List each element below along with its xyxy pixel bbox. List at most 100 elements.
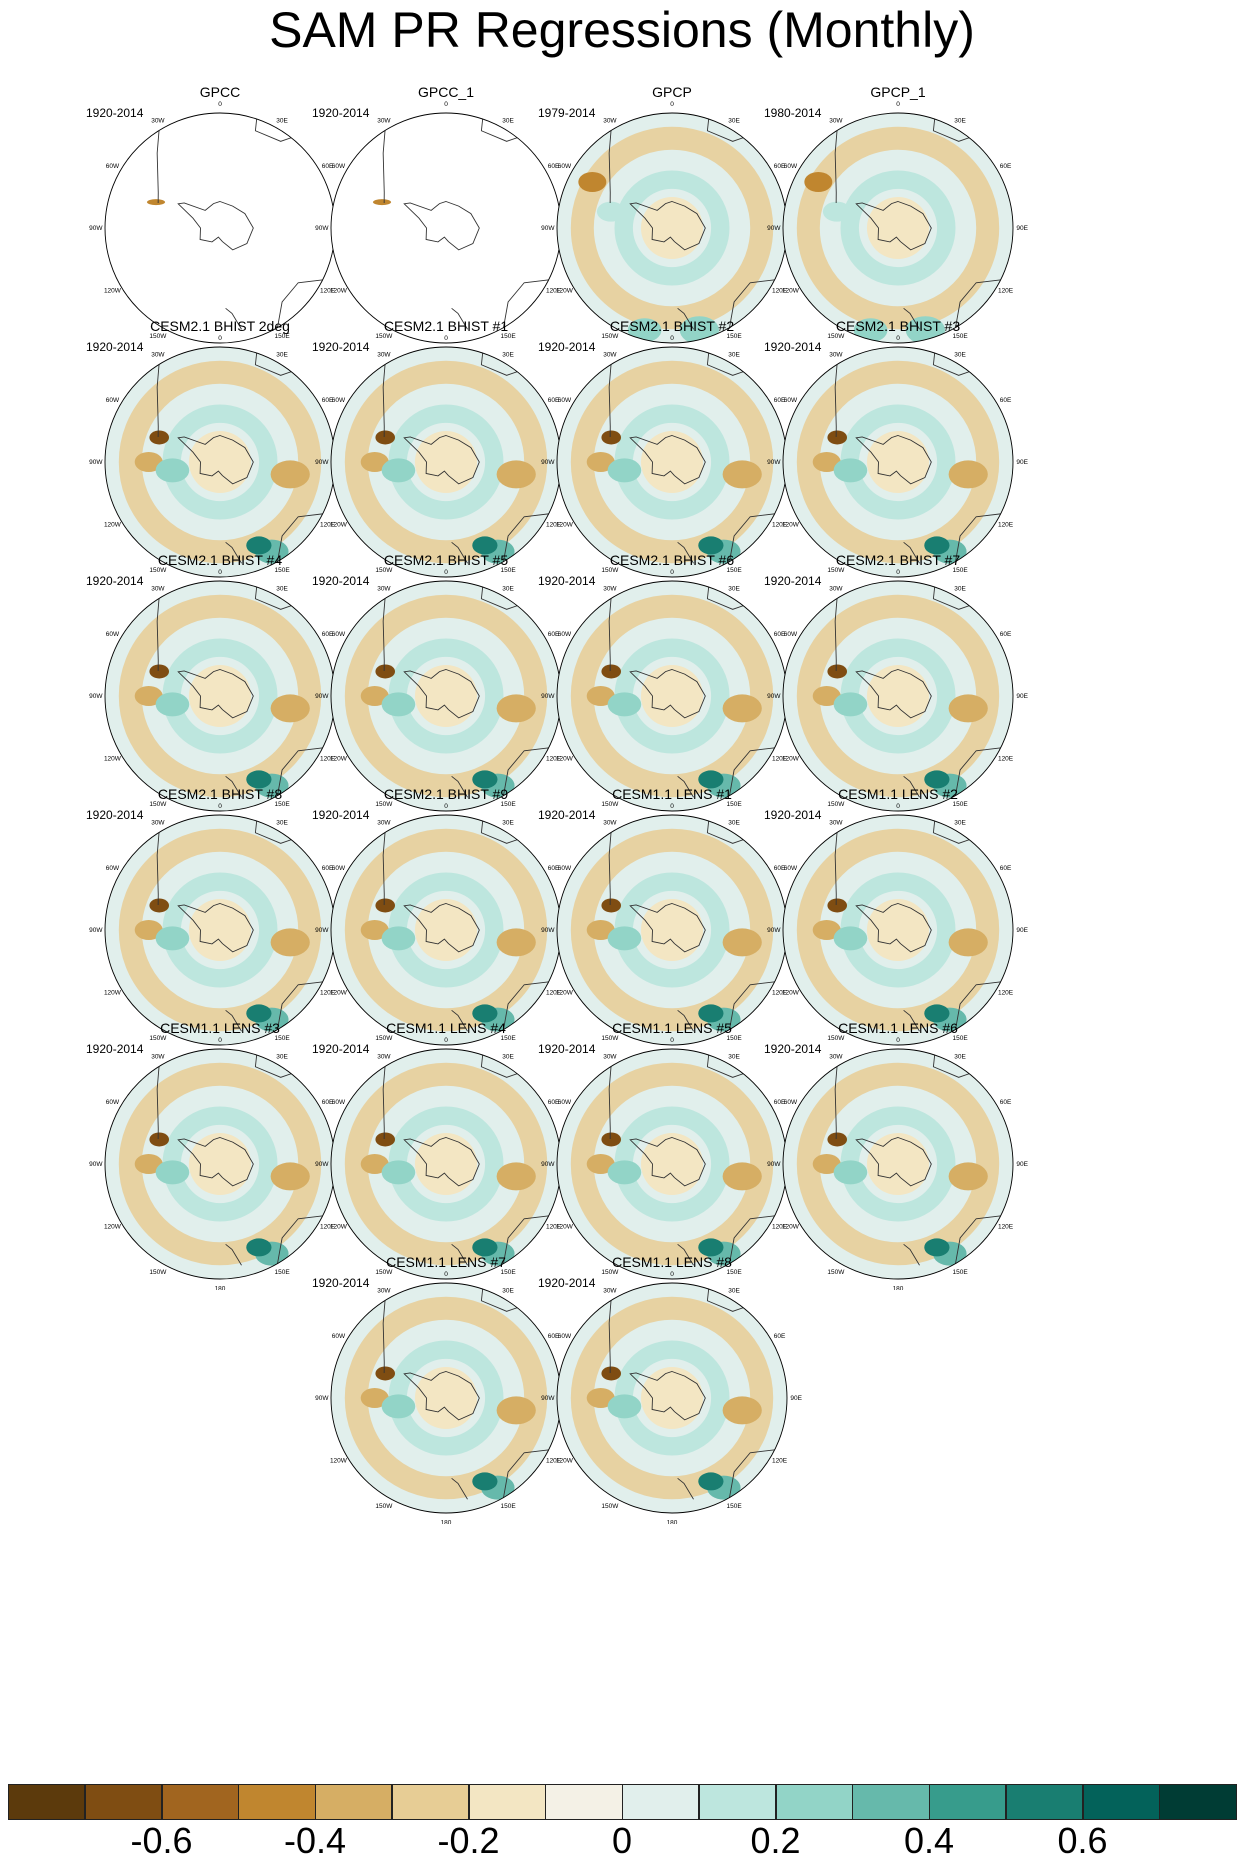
map-panel: CESM1.1 LENS #51920-2014030E60E90E120E15… [538, 1020, 806, 1290]
regression-anomaly [698, 1472, 724, 1491]
regression-anomaly [812, 452, 841, 472]
map-panel: CESM2.1 BHIST #61920-2014030E60E90E120E1… [538, 552, 806, 822]
regression-anomaly [698, 536, 724, 555]
australia-coastline [729, 1214, 782, 1264]
longitude-label: 120W [782, 755, 800, 762]
regression-anomaly [853, 318, 888, 343]
regression-core [640, 1366, 704, 1430]
regression-anomaly [722, 928, 762, 957]
africa-coastline [932, 581, 976, 610]
australia-coastline [503, 1214, 556, 1264]
regression-ring-dry [344, 1296, 548, 1500]
longitude-label: 0 [218, 1037, 222, 1044]
regression-anomaly [373, 199, 392, 206]
longitude-label: 150E [501, 801, 517, 808]
longitude-label: 0 [444, 101, 448, 108]
longitude-label: 120W [556, 1223, 574, 1230]
longitude-label: 150W [375, 567, 393, 574]
longitude-label: 120E [546, 521, 562, 528]
regression-anomaly [827, 664, 848, 679]
colorbar-segment [775, 1784, 853, 1820]
longitude-label: 120E [772, 755, 788, 762]
regression-anomaly [924, 1238, 950, 1257]
regression-anomaly [722, 460, 762, 489]
regression-anomaly [601, 1366, 622, 1381]
panel-title: CESM1.1 LENS #7 [386, 1254, 506, 1270]
regression-anomaly [722, 1162, 762, 1191]
longitude-label: 150E [501, 1269, 517, 1276]
south-america-coastline [156, 825, 161, 906]
panel-title: CESM1.1 LENS #1 [612, 786, 732, 802]
regression-core [866, 430, 930, 494]
longitude-label: 60E [1000, 865, 1012, 872]
new-zealand-coastline [677, 1009, 694, 1032]
regression-anomaly [627, 318, 662, 343]
longitude-label: 150E [275, 801, 291, 808]
regression-anomaly [924, 770, 950, 789]
africa-coastline [706, 113, 750, 142]
longitude-label: 60E [1000, 397, 1012, 404]
longitude-label: 120W [556, 1457, 574, 1464]
longitude-label: 0 [218, 101, 222, 108]
regression-core [188, 1132, 252, 1196]
longitude-label: 120E [772, 287, 788, 294]
longitude-label: 150E [727, 333, 743, 340]
main-title: SAM PR Regressions (Monthly) [269, 2, 975, 58]
regression-anomaly [607, 692, 642, 717]
longitude-label: 60E [322, 163, 334, 170]
australia-coastline [277, 746, 330, 796]
regression-anomaly [827, 1132, 848, 1147]
longitude-label: 30E [502, 1054, 514, 1061]
map-background [331, 113, 561, 343]
regression-anomaly [948, 928, 988, 957]
regression-anomaly [833, 692, 868, 717]
longitude-label: 150E [727, 1269, 743, 1276]
longitude-label: 120W [556, 287, 574, 294]
south-america-coastline [156, 123, 161, 204]
map-background [105, 113, 335, 343]
longitude-label: 90W [541, 693, 555, 700]
longitude-label: 90E [1016, 927, 1028, 934]
regression-ring-dry [344, 828, 548, 1032]
longitude-label: 150E [727, 1035, 743, 1042]
longitude-label: 150W [827, 801, 845, 808]
map-border [782, 580, 1014, 812]
australia-coastline [729, 278, 782, 328]
regression-anomaly [827, 898, 848, 913]
map-panel: CESM2.1 BHIST 2deg1920-2014030E60E90E120… [86, 318, 354, 588]
longitude-label: 0 [670, 1037, 674, 1044]
map-border [782, 814, 1014, 1046]
longitude-label: 60W [106, 397, 120, 404]
regression-ring-dry [344, 360, 548, 564]
africa-coastline [480, 1283, 524, 1312]
longitude-label: 150E [953, 567, 969, 574]
regression-anomaly [812, 920, 841, 940]
regression-anomaly [381, 692, 416, 717]
longitude-label: 60E [548, 163, 560, 170]
australia-coastline [729, 980, 782, 1030]
panel-years: 1920-2014 [764, 1042, 822, 1056]
antarctica-coastline [629, 669, 706, 719]
colorbar-segment [238, 1784, 316, 1820]
panel-years: 1980-2014 [764, 106, 822, 120]
longitude-label: 60E [322, 865, 334, 872]
regression-core [866, 664, 930, 728]
longitude-label: 30E [728, 1054, 740, 1061]
panel-years: 1920-2014 [312, 106, 370, 120]
antarctica-coastline [403, 903, 480, 953]
longitude-label: 150W [375, 801, 393, 808]
antarctica-coastline [177, 435, 254, 485]
new-zealand-coastline [677, 775, 694, 798]
regression-anomaly [134, 452, 163, 472]
panel-years: 1920-2014 [538, 340, 596, 354]
panel-years: 1920-2014 [538, 1276, 596, 1290]
longitude-label: 60W [332, 397, 346, 404]
regression-anomaly [360, 686, 389, 706]
colorbar-segment [852, 1784, 930, 1820]
australia-coastline [503, 512, 556, 562]
longitude-label: 30E [276, 1054, 288, 1061]
